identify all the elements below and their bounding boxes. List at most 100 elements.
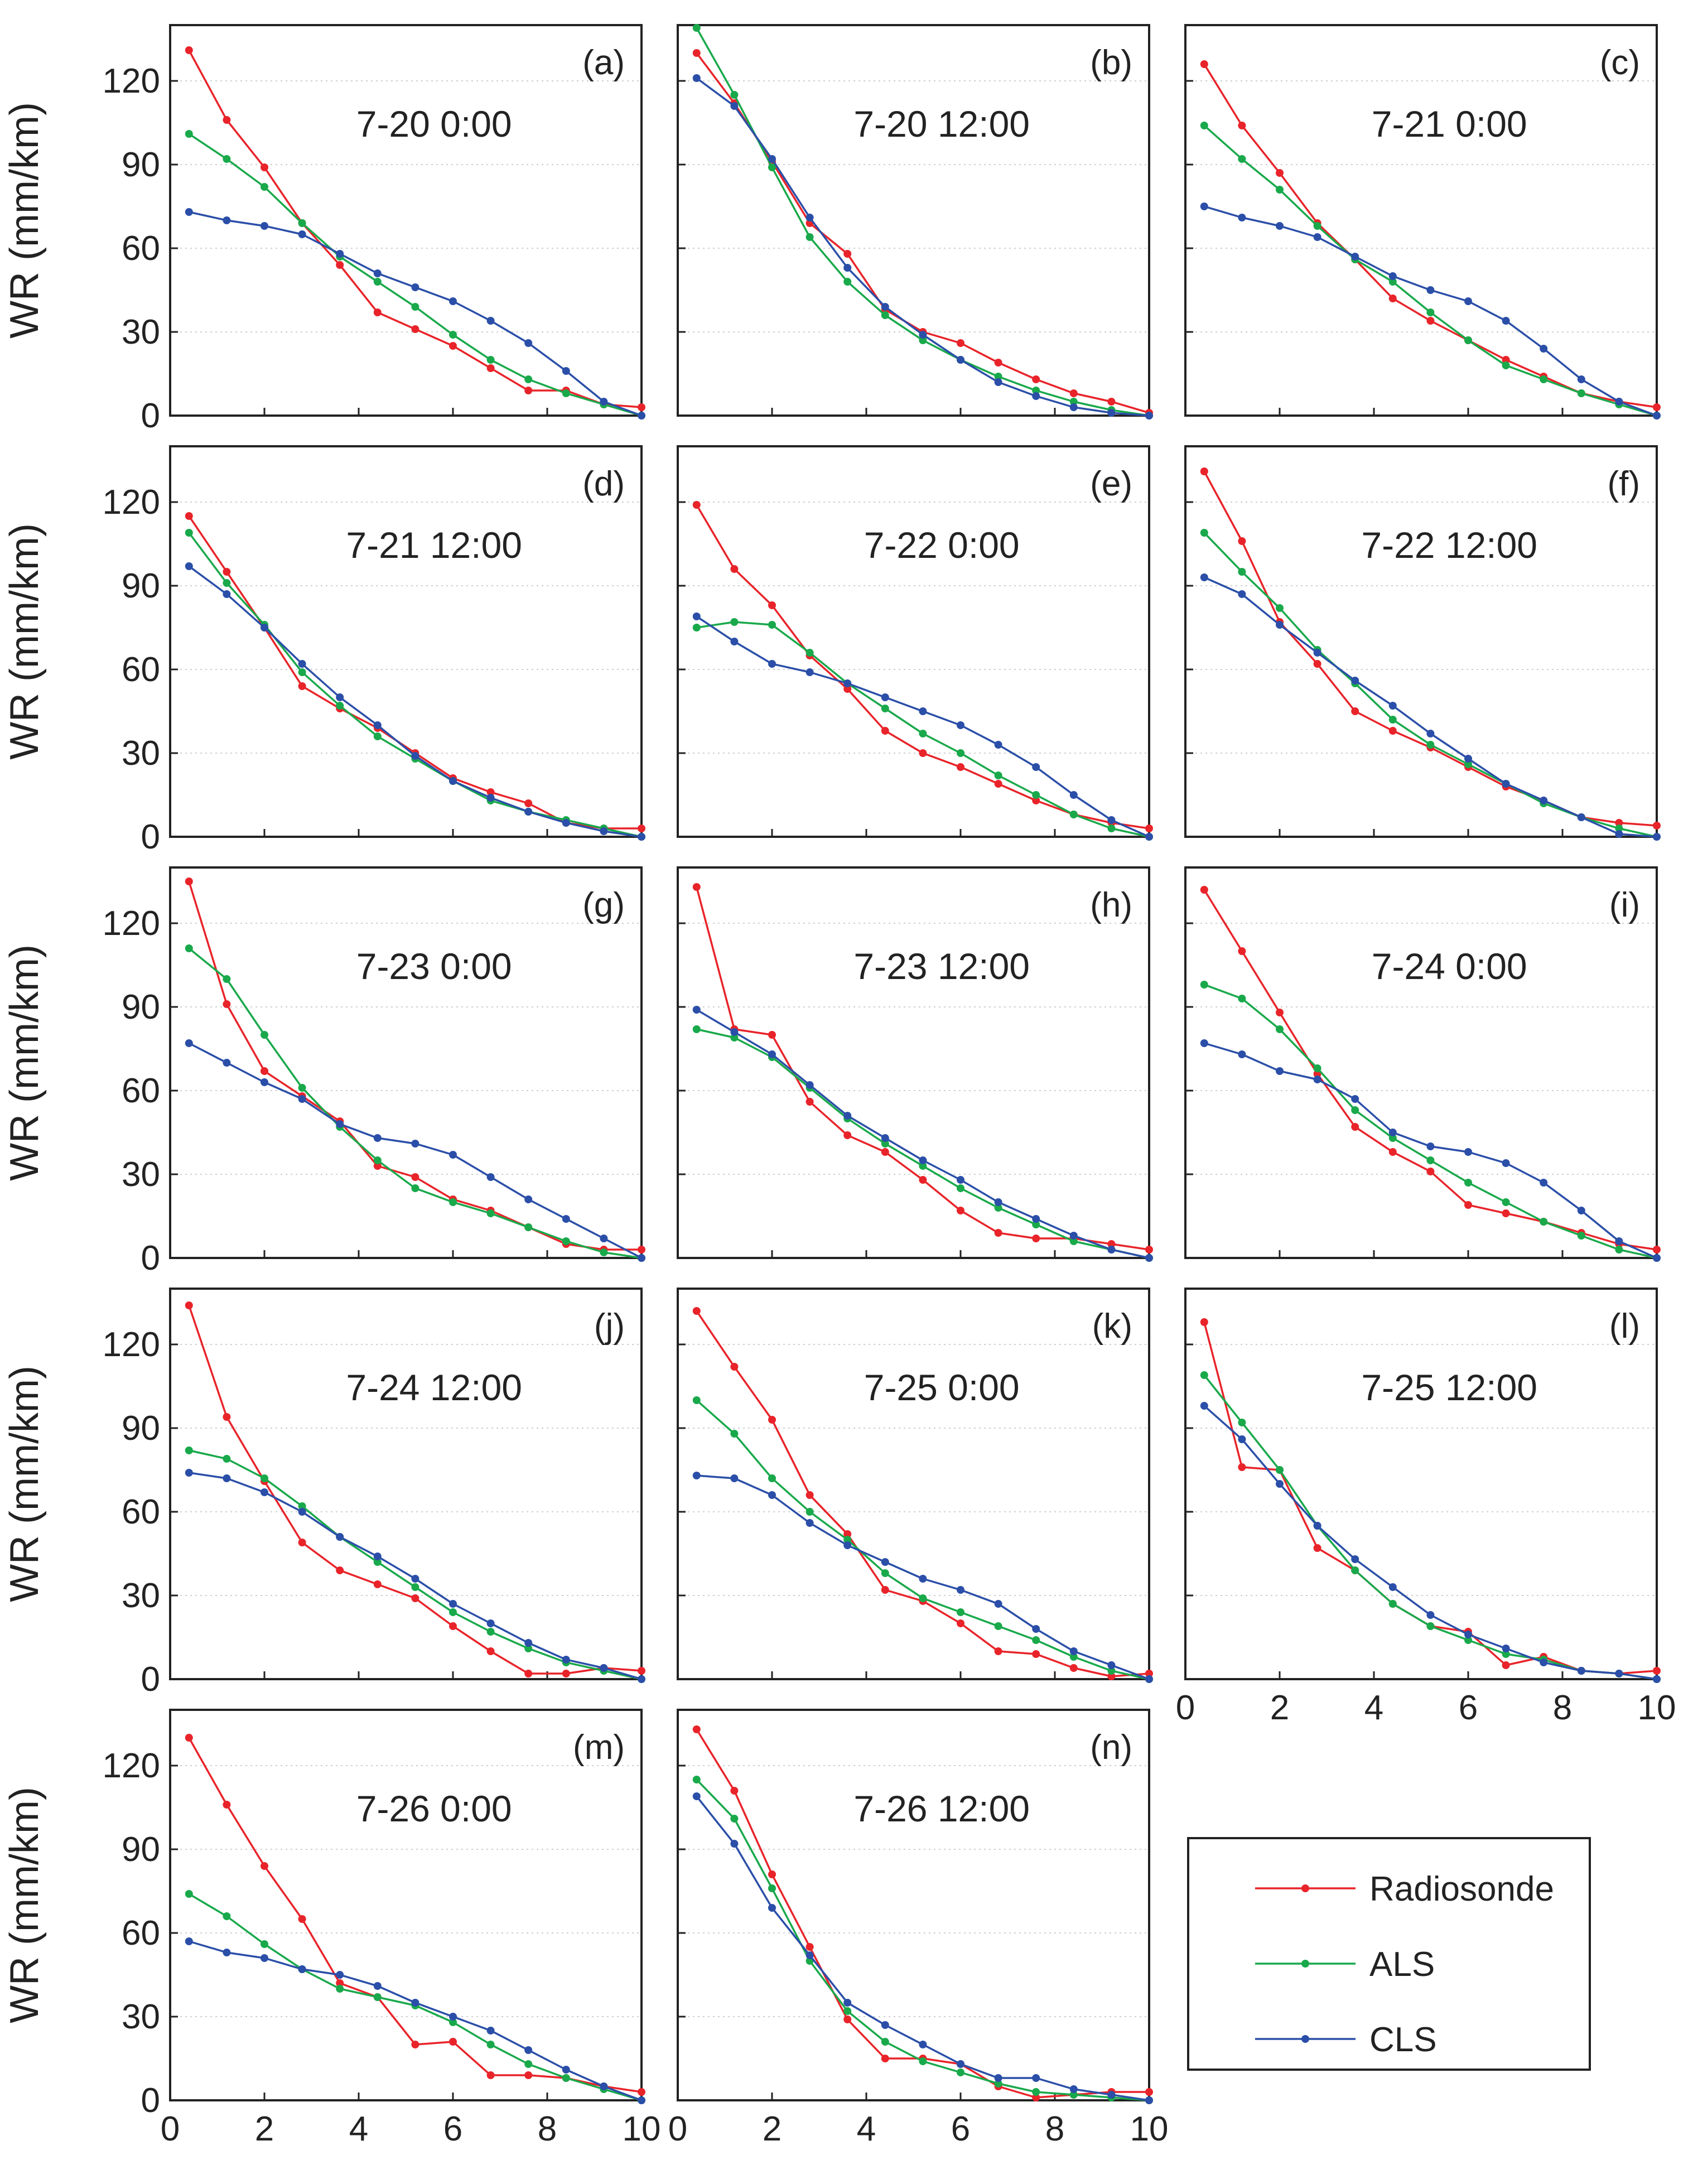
data-point-als (486, 1209, 495, 1217)
data-point-als (1615, 1246, 1623, 1253)
data-point-cls (919, 707, 927, 715)
data-point-als (298, 1502, 306, 1510)
data-point-cls (881, 693, 889, 701)
data-point-radiosonde (1276, 1009, 1284, 1016)
data-point-cls (1351, 253, 1359, 261)
data-point-als (1200, 981, 1208, 989)
series-als (692, 1396, 1153, 1683)
data-point-radiosonde (223, 1000, 231, 1008)
data-point-als (919, 2057, 927, 2065)
data-point-radiosonde (1145, 2088, 1153, 2096)
data-point-cls (994, 2074, 1002, 2082)
data-point-cls (373, 1553, 382, 1560)
data-point-cls (957, 2060, 964, 2068)
data-point-cls (768, 155, 776, 163)
series-als (185, 944, 645, 1262)
data-point-cls (768, 1904, 776, 1912)
data-point-cls (1145, 1254, 1153, 1262)
data-point-cls (1032, 2074, 1040, 2082)
y-tick-label: 90 (122, 567, 160, 605)
data-point-als (919, 1162, 927, 1170)
data-point-cls (638, 2096, 645, 2104)
data-point-radiosonde (1200, 1318, 1208, 1326)
data-point-radiosonde (881, 1148, 889, 1156)
panel-letter: (d) (582, 465, 625, 503)
data-point-als (261, 1474, 268, 1482)
data-point-cls (1313, 649, 1321, 657)
data-point-als (1615, 825, 1623, 832)
panel-k: (k) 7-25 0:00 (677, 1288, 1153, 1683)
data-point-radiosonde (1313, 1070, 1321, 1078)
x-tick-label: 8 (538, 2110, 557, 2148)
data-point-cls (1069, 1232, 1078, 1240)
data-point-cls (994, 1600, 1002, 1608)
y-tick-label: 60 (122, 1072, 160, 1110)
data-point-cls (411, 283, 419, 291)
plot-frame (677, 1709, 1150, 2101)
data-point-radiosonde (994, 1229, 1002, 1237)
panel-title: 7-25 0:00 (864, 1367, 1020, 1408)
data-point-radiosonde (1388, 727, 1397, 735)
data-point-cls (373, 1982, 382, 1990)
data-point-als (1388, 278, 1397, 286)
data-point-als (730, 618, 739, 626)
data-point-als (1464, 336, 1472, 344)
data-point-radiosonde (336, 261, 344, 269)
data-point-als (957, 2069, 964, 2076)
series-line-cls (1204, 576, 1657, 838)
legend-entry-cls: CLS (1255, 2021, 1437, 2059)
y-tick-label: 120 (103, 1325, 160, 1364)
data-point-als (1502, 361, 1510, 369)
data-point-radiosonde (1426, 317, 1435, 325)
data-point-radiosonde (1107, 1240, 1116, 1248)
data-point-cls (1540, 1659, 1548, 1666)
data-point-cls (1313, 1522, 1321, 1530)
data-point-als (1426, 308, 1435, 316)
data-point-cls (805, 1951, 814, 1959)
data-point-cls (919, 1156, 927, 1164)
y-tick-label: 30 (122, 1576, 160, 1615)
data-point-radiosonde (1200, 467, 1208, 475)
data-point-als (730, 1034, 739, 1042)
data-point-als (373, 1558, 382, 1566)
data-point-als (373, 278, 382, 286)
data-point-als (1577, 389, 1585, 397)
y-tick-label: 60 (122, 1914, 160, 1952)
data-point-radiosonde (1313, 660, 1321, 668)
data-point-als (449, 2018, 457, 2026)
data-point-radiosonde (957, 1207, 964, 1214)
data-point-als (768, 1884, 776, 1892)
data-point-als (1107, 825, 1116, 832)
data-point-als (692, 1396, 701, 1404)
y-tick-label: 90 (122, 988, 160, 1026)
y-axis-label: WR (mm/km) (2, 944, 47, 1181)
data-point-radiosonde (638, 825, 645, 832)
data-point-cls (1145, 1675, 1153, 1683)
x-tick-label: 10 (623, 2110, 661, 2148)
data-point-als (994, 772, 1002, 779)
data-point-als (1200, 529, 1208, 537)
data-point-cls (600, 827, 608, 835)
panel-letter: (k) (1092, 1307, 1132, 1346)
data-point-als (1464, 1636, 1472, 1644)
data-point-als (486, 1628, 495, 1636)
data-point-cls (730, 102, 739, 110)
series-line-als (1203, 532, 1657, 838)
series-line-cls (188, 565, 642, 838)
data-point-als (1238, 1419, 1246, 1426)
data-point-als (805, 233, 814, 241)
legend-marker (1301, 1884, 1309, 1892)
data-point-als (730, 1815, 739, 1823)
series-cls (185, 208, 645, 420)
data-point-cls (1032, 392, 1040, 400)
data-point-cls (1615, 398, 1623, 406)
data-point-cls (957, 356, 964, 364)
data-point-cls (1502, 1159, 1510, 1167)
panel-j: 0 30 60 90 120 WR (mm/km) (j) 7-24 12:00 (2, 1288, 645, 1699)
y-tick-label: 0 (141, 1660, 160, 1699)
data-point-cls (261, 1488, 268, 1496)
data-point-cls (1653, 1254, 1661, 1262)
y-tick-label: 60 (122, 1493, 160, 1531)
x-tick-label: 0 (668, 2110, 687, 2148)
